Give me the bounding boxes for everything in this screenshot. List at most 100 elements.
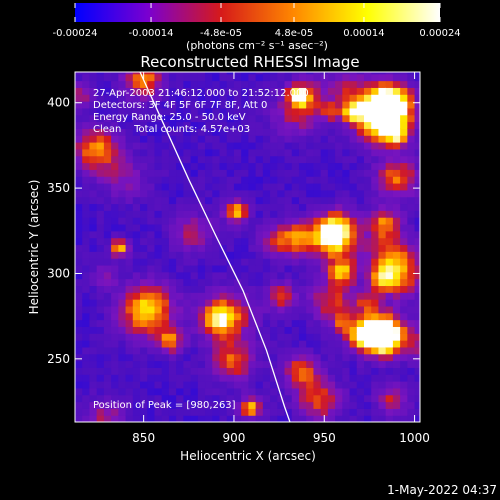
heatmap-cell — [89, 210, 98, 218]
heatmap-cell — [226, 387, 235, 396]
heatmap-cell — [219, 305, 228, 314]
heatmap-cell — [111, 87, 119, 95]
heatmap-cell — [342, 271, 351, 280]
heatmap-cell — [226, 305, 235, 314]
heatmap-cell — [111, 94, 119, 102]
heatmap-cell — [255, 162, 264, 170]
heatmap-cell — [378, 387, 387, 396]
heatmap-cell — [378, 223, 387, 232]
heatmap-cell — [262, 80, 271, 88]
heatmap-cell — [154, 312, 163, 321]
heatmap-cell — [154, 258, 163, 266]
heatmap-cell — [414, 121, 420, 129]
heatmap-cell — [371, 312, 380, 321]
heatmap-cell — [342, 169, 351, 177]
heatmap-cell — [89, 135, 98, 143]
heatmap-cell — [205, 299, 213, 307]
heatmap-cell — [364, 223, 372, 232]
heatmap-cell — [226, 135, 235, 143]
heatmap-cell — [96, 333, 105, 341]
heatmap-cell — [111, 135, 119, 143]
heatmap-cell — [147, 367, 156, 375]
heatmap-cell — [313, 346, 322, 355]
heatmap-cell — [248, 251, 257, 259]
heatmap-cell — [197, 271, 206, 280]
heatmap-cell — [197, 80, 206, 88]
heatmap-cell — [364, 128, 372, 136]
heatmap-cell — [103, 155, 112, 164]
heatmap-cell — [96, 189, 105, 198]
heatmap-cell — [168, 101, 177, 109]
heatmap-cell — [205, 340, 213, 348]
heatmap-cell — [183, 258, 192, 266]
heatmap-cell — [140, 374, 148, 382]
heatmap-cell — [364, 346, 372, 355]
heatmap-cell — [414, 210, 420, 218]
heatmap-cell — [320, 230, 329, 239]
x-tick-label: 1000 — [399, 431, 430, 445]
heatmap-cell — [190, 394, 199, 403]
heatmap-cell — [378, 162, 387, 170]
heatmap-cell — [298, 285, 307, 293]
heatmap-cell — [125, 230, 134, 239]
heatmap-cell — [233, 80, 242, 88]
heatmap-cell — [385, 312, 394, 321]
heatmap-cell — [313, 360, 322, 368]
heatmap-cell — [371, 203, 380, 211]
heatmap-cell — [291, 101, 300, 109]
heatmap-cell — [335, 223, 343, 232]
heatmap-cell — [118, 353, 127, 362]
heatmap-cell — [291, 292, 300, 300]
heatmap-cell — [400, 326, 408, 334]
heatmap-cell — [407, 142, 416, 150]
heatmap-cell — [298, 346, 307, 355]
heatmap-cell — [176, 148, 184, 157]
heatmap-cell — [255, 121, 264, 129]
heatmap-cell — [378, 155, 387, 164]
heatmap-cell — [147, 258, 156, 266]
heatmap-cell — [248, 333, 257, 341]
heatmap-cell — [313, 210, 322, 218]
heatmap-cell — [161, 148, 170, 157]
heatmap-cell — [197, 114, 206, 123]
heatmap-cell — [103, 394, 112, 403]
heatmap-cell — [233, 114, 242, 123]
heatmap-cell — [349, 299, 358, 307]
heatmap-cell — [241, 333, 250, 341]
heatmap-cell — [313, 292, 322, 300]
heatmap-cell — [378, 264, 387, 273]
heatmap-cell — [298, 367, 307, 375]
heatmap-cell — [168, 374, 177, 382]
heatmap-cell — [233, 278, 242, 287]
heatmap-cell — [320, 94, 329, 102]
heatmap-cell — [132, 72, 141, 75]
heatmap-cell — [118, 326, 127, 334]
heatmap-cell — [190, 107, 199, 116]
heatmap-cell — [75, 271, 83, 280]
heatmap-cell — [226, 176, 235, 184]
heatmap-cell — [298, 353, 307, 362]
heatmap-cell — [233, 169, 242, 177]
heatmap-cell — [161, 169, 170, 177]
heatmap-cell — [103, 374, 112, 382]
heatmap-cell — [313, 387, 322, 396]
heatmap-cell — [118, 210, 127, 218]
heatmap-cell — [349, 217, 358, 225]
heatmap-cell — [327, 87, 336, 95]
heatmap-cell — [298, 94, 307, 102]
heatmap-cell — [248, 408, 257, 416]
heatmap-cell — [82, 326, 91, 334]
heatmap-cell — [161, 415, 170, 422]
heatmap-cell — [356, 292, 365, 300]
heatmap-cell — [140, 312, 148, 321]
heatmap-cell — [298, 360, 307, 368]
heatmap-cell — [270, 230, 278, 239]
heatmap-cell — [327, 142, 336, 150]
heatmap-cell — [407, 264, 416, 273]
heatmap-cell — [298, 292, 307, 300]
heatmap-cell — [349, 292, 358, 300]
heatmap-cell — [284, 223, 293, 232]
heatmap-cell — [327, 230, 336, 239]
heatmap-cell — [147, 381, 156, 389]
heatmap-cell — [414, 107, 420, 116]
